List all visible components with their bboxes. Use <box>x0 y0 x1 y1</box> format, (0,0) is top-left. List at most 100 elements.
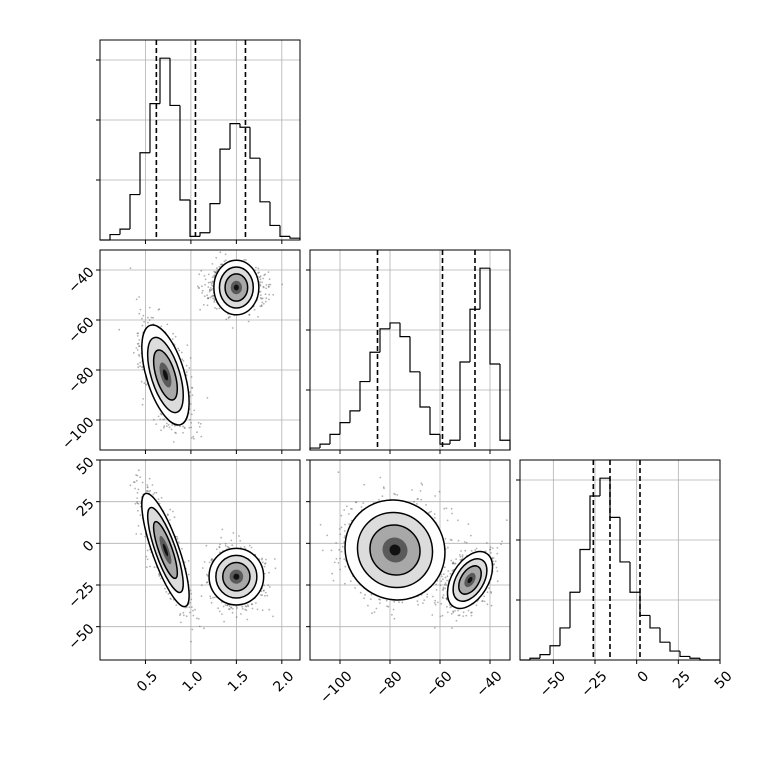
scatter-point <box>176 536 179 538</box>
scatter-point <box>442 589 444 592</box>
scatter-point <box>230 606 233 609</box>
scatter-point <box>335 542 337 544</box>
scatter-point <box>141 481 144 484</box>
scatter-point <box>474 549 477 551</box>
scatter-point <box>343 582 346 585</box>
scatter-point <box>157 415 160 418</box>
scatter-point <box>200 595 203 598</box>
scatter-point <box>201 289 204 292</box>
x-tick-label: 25 <box>670 668 694 692</box>
scatter-point <box>238 535 240 537</box>
scatter-point <box>171 424 174 426</box>
scatter-point <box>483 600 486 603</box>
y-tick-label: −80 <box>65 364 97 396</box>
scatter-point <box>348 513 350 515</box>
scatter-point <box>189 589 192 592</box>
scatter-point <box>248 313 251 316</box>
histogram-bin <box>649 615 660 629</box>
scatter-point <box>245 605 248 608</box>
scatter-point <box>139 476 142 478</box>
scatter-point <box>490 551 492 554</box>
scatter-point <box>140 533 143 535</box>
scatter-point <box>450 559 453 562</box>
scatter-point <box>228 608 231 611</box>
scatter-point <box>196 617 198 620</box>
scatter-point <box>207 297 210 300</box>
histogram-bin <box>679 651 690 658</box>
scatter-point <box>230 607 232 609</box>
scatter-point <box>136 497 139 499</box>
scatter-point <box>211 280 214 283</box>
scatter-point <box>163 425 166 427</box>
panel-frame <box>309 249 511 451</box>
scatter-point <box>138 345 140 348</box>
scatter-point <box>193 437 195 440</box>
scatter-point <box>211 558 213 561</box>
scatter-point <box>167 513 169 516</box>
scatter-point <box>260 590 263 593</box>
scatter-point <box>200 435 203 438</box>
scatter-point <box>187 560 190 562</box>
histogram-bin <box>329 433 340 445</box>
scatter-point <box>143 320 146 323</box>
scatter-point <box>431 614 434 616</box>
x-tick-label: 50 <box>712 668 736 692</box>
scatter-point <box>373 611 376 613</box>
histogram-bin <box>339 422 350 435</box>
scatter-point <box>343 558 346 560</box>
histogram-bin <box>219 148 230 204</box>
scatter-point <box>166 514 169 517</box>
scatter-point <box>360 506 363 508</box>
contour-level <box>389 544 401 556</box>
scatter-point <box>159 418 162 421</box>
scatter-point <box>274 567 277 570</box>
scatter-point <box>136 343 139 345</box>
scatter-point <box>450 539 453 541</box>
histogram-bin <box>199 232 210 237</box>
histogram-bin <box>129 193 140 230</box>
scatter-point <box>159 412 162 415</box>
scatter-point <box>240 613 242 615</box>
scatter-point <box>267 285 270 288</box>
scatter-point <box>258 271 260 274</box>
scatter-point <box>338 528 341 530</box>
scatter-point <box>163 426 165 429</box>
scatter-point <box>200 584 203 587</box>
scatter-point <box>224 545 227 547</box>
scatter-point <box>151 484 154 486</box>
scatter-point <box>239 540 242 542</box>
scatter-point <box>209 289 211 292</box>
scatter-point <box>219 263 222 266</box>
scatter-point <box>198 625 201 628</box>
scatter-point <box>339 568 342 571</box>
scatter-point <box>213 596 216 599</box>
scatter-point <box>442 597 444 599</box>
panel-frame <box>99 459 301 661</box>
scatter-point <box>136 349 139 351</box>
scatter-point <box>136 501 139 503</box>
histogram-bin <box>379 328 390 353</box>
scatter-point <box>272 293 275 296</box>
scatter-point <box>433 513 436 515</box>
histogram-bin <box>539 654 550 659</box>
scatter-point <box>138 353 140 356</box>
scatter-point <box>423 599 426 601</box>
scatter-point <box>190 598 193 601</box>
scatter-point <box>189 357 192 359</box>
scatter-point <box>217 607 220 610</box>
scatter-point <box>339 533 342 536</box>
scatter-point <box>247 320 250 323</box>
scatter-point <box>129 484 132 487</box>
histogram-bin <box>109 233 120 240</box>
scatter-point <box>163 418 166 421</box>
contour-level <box>162 369 169 381</box>
scatter-point <box>346 505 348 508</box>
scatter-point <box>421 483 424 486</box>
scatter-point <box>416 498 419 500</box>
scatter-point <box>260 305 263 308</box>
scatter-point <box>157 308 160 311</box>
scatter-point <box>207 297 210 300</box>
scatter-point <box>442 588 445 590</box>
scatter-point <box>343 509 346 511</box>
